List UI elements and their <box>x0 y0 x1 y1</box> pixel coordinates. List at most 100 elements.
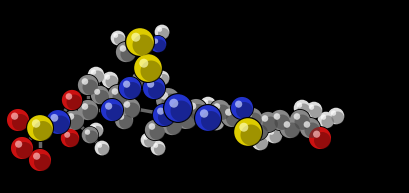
Circle shape <box>296 102 301 108</box>
Circle shape <box>81 78 88 85</box>
Circle shape <box>199 97 216 113</box>
Circle shape <box>252 124 267 140</box>
Circle shape <box>12 114 29 131</box>
Circle shape <box>230 97 252 119</box>
Circle shape <box>148 82 164 99</box>
Circle shape <box>144 136 155 147</box>
Circle shape <box>179 111 186 118</box>
Circle shape <box>131 33 140 42</box>
Circle shape <box>307 126 331 150</box>
Circle shape <box>288 109 310 131</box>
Circle shape <box>153 40 166 52</box>
Circle shape <box>160 92 168 100</box>
Circle shape <box>107 84 129 106</box>
Circle shape <box>126 28 153 56</box>
Circle shape <box>108 85 128 105</box>
Circle shape <box>247 120 267 140</box>
Circle shape <box>63 109 85 131</box>
Circle shape <box>265 127 281 143</box>
Circle shape <box>85 130 98 143</box>
Circle shape <box>90 86 109 104</box>
Circle shape <box>256 111 278 133</box>
Circle shape <box>225 110 242 127</box>
Circle shape <box>110 31 125 45</box>
Circle shape <box>148 123 155 130</box>
Circle shape <box>94 141 109 155</box>
Circle shape <box>78 100 98 120</box>
Circle shape <box>200 109 208 118</box>
Circle shape <box>143 77 165 99</box>
Circle shape <box>236 102 252 119</box>
Circle shape <box>234 101 242 108</box>
Circle shape <box>175 107 197 129</box>
Circle shape <box>200 111 220 131</box>
Circle shape <box>29 149 51 171</box>
Circle shape <box>150 141 165 155</box>
Circle shape <box>119 77 141 99</box>
Circle shape <box>88 122 104 138</box>
Circle shape <box>114 34 125 45</box>
Circle shape <box>292 99 310 117</box>
Circle shape <box>153 143 158 148</box>
Circle shape <box>119 97 141 119</box>
Circle shape <box>11 113 18 120</box>
Circle shape <box>284 123 299 138</box>
Circle shape <box>124 101 130 108</box>
Circle shape <box>214 104 229 120</box>
Circle shape <box>268 130 274 135</box>
Circle shape <box>269 130 281 143</box>
Circle shape <box>64 132 70 138</box>
Circle shape <box>32 119 40 128</box>
Circle shape <box>100 98 124 122</box>
Circle shape <box>94 140 110 156</box>
Circle shape <box>254 136 260 142</box>
Circle shape <box>91 125 96 130</box>
Circle shape <box>144 119 166 141</box>
Circle shape <box>112 90 128 105</box>
Circle shape <box>308 127 330 149</box>
Circle shape <box>97 143 102 148</box>
Circle shape <box>150 140 166 156</box>
Circle shape <box>140 60 161 81</box>
Circle shape <box>66 95 82 110</box>
Circle shape <box>114 110 134 130</box>
Circle shape <box>268 109 290 131</box>
Circle shape <box>184 99 207 121</box>
Circle shape <box>115 111 133 129</box>
Circle shape <box>68 114 84 130</box>
Circle shape <box>305 102 321 118</box>
Circle shape <box>170 101 191 122</box>
Circle shape <box>184 98 207 122</box>
Circle shape <box>77 99 99 121</box>
Circle shape <box>312 130 319 138</box>
Circle shape <box>202 99 208 105</box>
Circle shape <box>193 104 221 132</box>
Circle shape <box>65 133 79 147</box>
Circle shape <box>81 103 88 110</box>
Circle shape <box>92 126 103 137</box>
Circle shape <box>46 110 70 134</box>
Circle shape <box>156 88 180 112</box>
Circle shape <box>166 119 182 135</box>
Circle shape <box>279 118 299 138</box>
Circle shape <box>131 69 153 91</box>
Circle shape <box>229 96 254 120</box>
Circle shape <box>136 74 151 90</box>
Circle shape <box>98 144 109 155</box>
Circle shape <box>101 71 119 89</box>
Circle shape <box>157 108 164 115</box>
Circle shape <box>169 99 178 108</box>
Circle shape <box>264 126 282 144</box>
Circle shape <box>203 101 216 113</box>
Circle shape <box>133 53 163 83</box>
Circle shape <box>139 132 155 148</box>
Circle shape <box>278 117 300 139</box>
Circle shape <box>149 124 164 140</box>
Circle shape <box>125 27 155 57</box>
Circle shape <box>142 76 166 100</box>
Circle shape <box>33 152 40 160</box>
Circle shape <box>293 113 299 120</box>
Circle shape <box>157 27 162 32</box>
Circle shape <box>283 121 290 128</box>
Circle shape <box>240 124 261 146</box>
